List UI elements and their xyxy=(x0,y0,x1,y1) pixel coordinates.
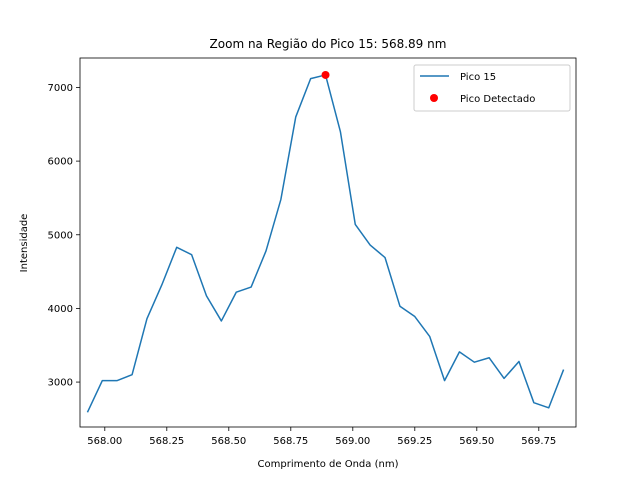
x-tick-label: 568.25 xyxy=(149,436,184,447)
x-tick-label: 569.00 xyxy=(335,436,370,447)
y-tick-label: 4000 xyxy=(48,304,73,315)
legend: Pico 15 Pico Detectado xyxy=(413,64,571,112)
y-tick-label: 5000 xyxy=(48,230,73,241)
x-axis-label: Comprimento de Onda (nm) xyxy=(258,459,399,470)
y-axis: 3000 4000 5000 6000 7000 xyxy=(48,83,80,389)
y-tick-label: 3000 xyxy=(48,378,73,389)
x-tick-label: 568.75 xyxy=(273,436,308,447)
legend-entry-marker: Pico Detectado xyxy=(460,94,535,105)
axes-frame xyxy=(79,57,577,428)
peak-marker xyxy=(321,70,330,79)
x-axis: 568.00 568.25 568.50 568.75 569.00 569.25 569.… xyxy=(87,427,556,447)
y-axis-label: Intensidade xyxy=(19,214,30,273)
x-tick-label: 569.50 xyxy=(459,436,494,447)
legend-entry-series: Pico 15 xyxy=(460,72,496,83)
legend-marker-swatch xyxy=(430,94,438,102)
y-tick-label: 7000 xyxy=(48,83,73,94)
legend-frame xyxy=(413,64,571,112)
x-tick-label: 568.00 xyxy=(87,436,122,447)
chart-title: Zoom na Região do Pico 15: 568.89 nm xyxy=(210,37,447,51)
x-tick-label: 569.25 xyxy=(397,436,432,447)
x-tick-label: 569.75 xyxy=(521,436,556,447)
x-tick-label: 568.50 xyxy=(211,436,246,447)
plot-area xyxy=(86,70,565,413)
y-tick-label: 6000 xyxy=(48,157,73,168)
